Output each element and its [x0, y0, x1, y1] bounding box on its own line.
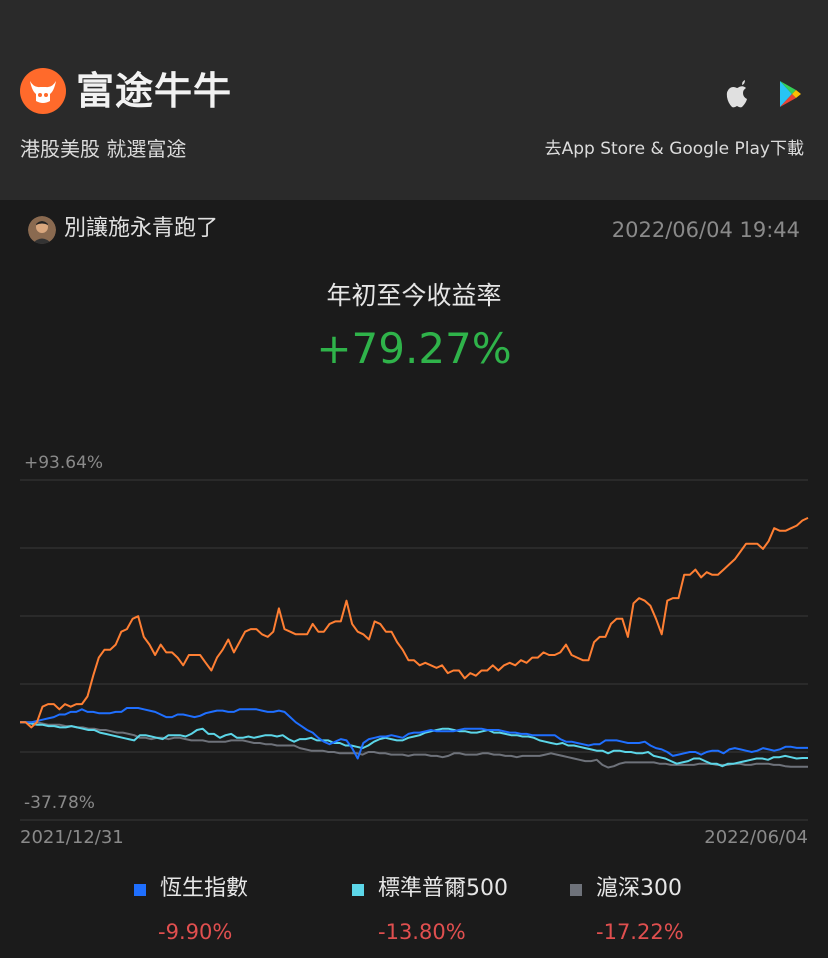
legend-name-sp500: 標準普爾500 — [378, 876, 508, 901]
legend-name-hsi: 恆生指數 — [160, 876, 249, 901]
download-link[interactable]: 去App Store & Google Play下載 — [544, 139, 804, 159]
legend-value-sp500: -13.80% — [378, 920, 466, 944]
x-end-label: 2022/06/04 — [704, 827, 808, 848]
timestamp: 2022/06/04 19:44 — [611, 218, 800, 242]
legend-value-csi300: -17.22% — [596, 920, 684, 944]
legend-value-hsi: -9.90% — [158, 920, 233, 944]
return-chart: +93.64% -37.78% 2021/12/31 2022/06/04 — [20, 453, 809, 848]
y-min-label: -37.78% — [24, 793, 95, 813]
apple-icon[interactable] — [724, 80, 750, 108]
x-start-label: 2021/12/31 — [20, 827, 124, 848]
series-line-1 — [20, 707, 808, 760]
google-play-icon[interactable] — [778, 80, 802, 108]
series-line-0 — [20, 516, 809, 729]
series-line-2 — [20, 721, 808, 768]
legend-swatch-sp500 — [352, 884, 364, 896]
legend-swatch-hsi — [134, 884, 146, 896]
app-header: 富途牛牛 港股美股 就選富途 去App Store & Google Play下… — [0, 0, 828, 200]
avatar — [28, 216, 56, 244]
chart-grid — [20, 479, 808, 821]
chart-series — [20, 516, 809, 769]
brand-name: 富途牛牛 — [76, 69, 233, 113]
futu-logo-icon — [20, 68, 66, 114]
series-line-3 — [20, 721, 808, 769]
legend-name-csi300: 滬深300 — [596, 876, 682, 901]
username: 別讓施永青跑了 — [64, 216, 219, 241]
y-max-label: +93.64% — [24, 453, 103, 473]
legend-swatch-csi300 — [570, 884, 582, 896]
metric-label: 年初至今收益率 — [326, 281, 502, 310]
brand-slogan: 港股美股 就選富途 — [20, 137, 187, 161]
metric-value: +79.27% — [316, 324, 512, 373]
chart-legend: 恆生指數 -9.90% 標準普爾500 -13.80% 滬深300 -17.22… — [0, 872, 828, 952]
